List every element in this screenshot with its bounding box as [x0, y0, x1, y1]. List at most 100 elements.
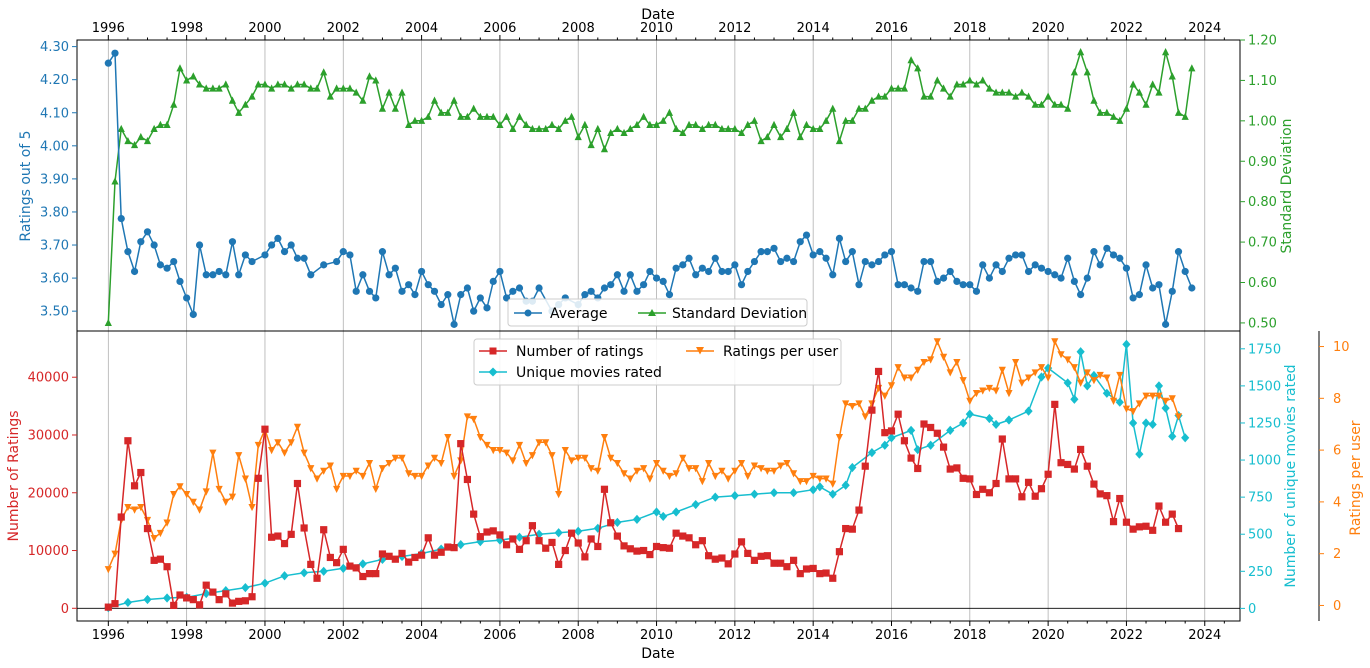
standard-deviation-point: [789, 108, 798, 116]
ratings-per-user-point: [111, 550, 119, 558]
standard-deviation-point: [156, 120, 165, 128]
ratings-per-user-point: [437, 459, 445, 468]
ratings-per-user-point: [783, 459, 791, 468]
average-point: [215, 267, 223, 276]
ratings-per-user-point: [528, 452, 537, 460]
number-of-ratings-point: [724, 560, 732, 568]
average-point: [535, 284, 543, 292]
number-of-ratings-point: [287, 530, 295, 538]
ratings-per-user-point: [1122, 405, 1131, 413]
unique-movies-point: [730, 491, 739, 501]
unique-movies-point: [339, 563, 348, 573]
standard-deviation-point: [300, 80, 308, 88]
average-point: [156, 261, 165, 269]
average-point: [731, 261, 739, 269]
number-of-ratings-point: [228, 599, 237, 607]
standard-deviation-point: [613, 124, 621, 133]
ratings-per-user-point: [679, 454, 687, 462]
unique-movies-point: [1083, 381, 1092, 391]
average-point: [300, 254, 308, 262]
number-of-ratings-point: [920, 420, 928, 428]
unique-movies-point: [1070, 394, 1079, 404]
ratings-per-user-point: [1168, 395, 1176, 403]
average-point: [646, 267, 654, 276]
number-of-ratings-point: [1168, 510, 1176, 518]
ratings-per-user-point: [705, 459, 713, 468]
top-x-tick-label: 2016: [875, 21, 908, 36]
ratings-per-user-point: [522, 459, 530, 468]
legend-std-marker: [648, 309, 656, 316]
number-of-ratings-point: [744, 549, 752, 558]
average-point: [933, 277, 941, 285]
top-x-tick-label: 2002: [327, 21, 360, 36]
movies-axis-tick-label: 1250: [1248, 416, 1281, 431]
average-point: [509, 287, 517, 295]
ratings-per-user-point: [502, 449, 511, 457]
ratings-per-user-point: [450, 472, 458, 481]
number-of-ratings-point: [209, 588, 217, 596]
number-of-ratings-point: [1031, 492, 1039, 500]
number-of-ratings-line: [107, 371, 1180, 608]
ratings-per-user-point: [274, 439, 282, 447]
number-of-ratings-point: [470, 510, 478, 518]
ratings-per-user-point: [744, 472, 752, 481]
ratings-per-user-point: [855, 400, 863, 408]
unique-movies-point: [260, 578, 270, 588]
average-point: [724, 267, 732, 276]
number-of-ratings-point: [385, 552, 393, 560]
number-of-ratings-point: [868, 406, 876, 414]
average-point: [1005, 254, 1013, 262]
number-of-ratings-point: [548, 538, 556, 547]
unique-movies-point: [1037, 372, 1046, 382]
number-of-ratings-point: [1083, 462, 1091, 470]
ratings-per-user-point: [789, 470, 798, 478]
ratings-per-user-point: [737, 459, 746, 468]
ratings-per-user-point: [835, 434, 844, 442]
number-of-ratings-point: [1024, 478, 1033, 486]
unique-movies-point: [789, 488, 798, 498]
standard-deviation-point: [326, 92, 334, 100]
average-point: [339, 248, 347, 256]
ratings-per-user-point: [548, 452, 556, 460]
ratings-per-user-point: [953, 358, 961, 367]
standard-deviation-point: [150, 124, 158, 133]
average-point: [359, 271, 367, 279]
average-point: [483, 304, 491, 312]
legend-peruser-marker: [696, 347, 704, 355]
ratings-per-user-point: [235, 452, 243, 460]
number-of-ratings-point: [183, 594, 191, 602]
standard-deviation-point: [914, 64, 922, 72]
ratings-per-user-point: [770, 467, 778, 475]
average-point: [763, 248, 771, 256]
ratings-per-user-point: [176, 483, 184, 491]
count-axis-title: Number of Ratings: [6, 410, 22, 541]
number-of-ratings-point: [698, 537, 706, 545]
ratings-per-user-point: [1174, 413, 1183, 421]
std-axis-title: Standard Deviation: [1279, 118, 1295, 253]
standard-deviation-point: [542, 124, 550, 133]
ratings-per-user-point: [359, 472, 367, 481]
standard-deviation-point: [679, 128, 687, 137]
average-point: [130, 267, 139, 276]
top-x-tick-label: 2012: [718, 21, 751, 36]
ratings-per-user-point: [920, 358, 928, 367]
average-point: [444, 291, 452, 299]
average-point: [1122, 264, 1131, 272]
number-of-ratings-point: [333, 559, 341, 567]
average-point: [424, 281, 432, 289]
standard-deviation-point: [346, 84, 354, 92]
unique-movies-point: [1128, 418, 1138, 428]
number-of-ratings-point: [914, 464, 922, 473]
average-point: [809, 251, 817, 259]
ratings-per-user-point: [430, 454, 439, 462]
number-of-ratings-point: [502, 541, 511, 549]
ratings-per-user-point: [659, 467, 667, 475]
number-of-ratings-point: [483, 528, 491, 536]
number-of-ratings-point: [1174, 524, 1183, 533]
standard-deviation-point: [378, 104, 387, 112]
standard-deviation-point: [241, 100, 249, 108]
top-x-tick-label: 2008: [562, 21, 595, 36]
standard-deviation-point: [215, 84, 223, 92]
standard-deviation-point: [731, 124, 739, 133]
standard-deviation-point: [202, 84, 210, 92]
